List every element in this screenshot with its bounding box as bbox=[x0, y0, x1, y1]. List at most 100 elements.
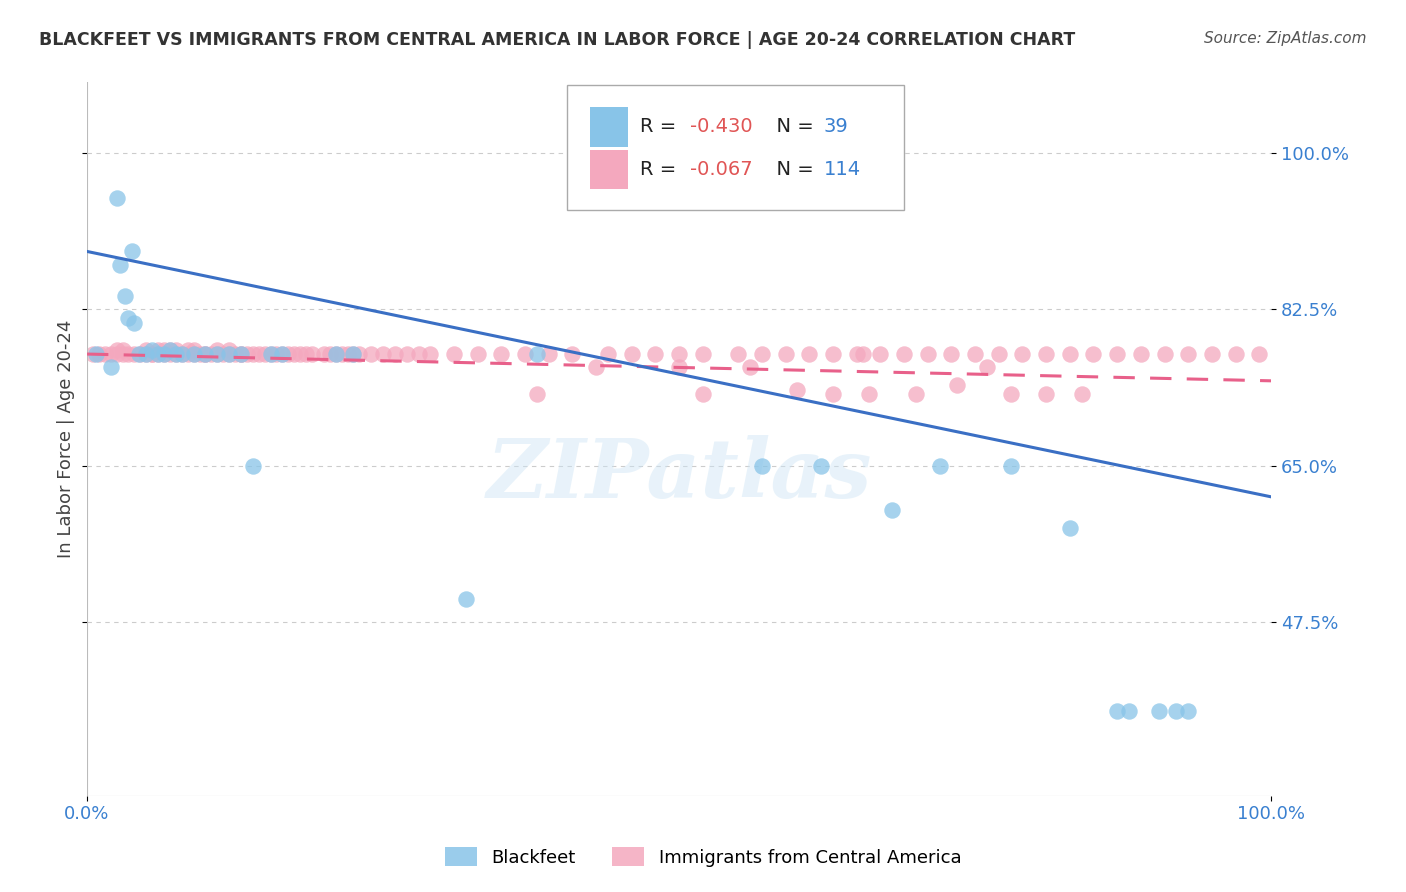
Point bbox=[165, 343, 187, 357]
Point bbox=[141, 347, 163, 361]
Point bbox=[1059, 347, 1081, 361]
Point bbox=[224, 347, 246, 361]
Point bbox=[121, 244, 143, 259]
Point bbox=[1147, 704, 1170, 718]
Text: ZIPatlas: ZIPatlas bbox=[486, 434, 872, 515]
Text: R =: R = bbox=[640, 118, 682, 136]
Point bbox=[111, 343, 134, 357]
Point bbox=[87, 347, 110, 361]
Point bbox=[1083, 347, 1105, 361]
Point bbox=[295, 347, 318, 361]
Point bbox=[668, 360, 690, 375]
Point bbox=[1249, 347, 1271, 361]
Point bbox=[336, 347, 359, 361]
Point bbox=[644, 347, 666, 361]
Point bbox=[129, 347, 152, 361]
Point bbox=[170, 347, 193, 361]
Point bbox=[153, 347, 176, 361]
FancyBboxPatch shape bbox=[567, 86, 904, 211]
Point bbox=[526, 347, 548, 361]
Text: N =: N = bbox=[765, 161, 820, 179]
Point bbox=[277, 347, 299, 361]
Point bbox=[858, 387, 880, 401]
Text: -0.067: -0.067 bbox=[690, 161, 752, 179]
Point bbox=[141, 347, 163, 361]
Point bbox=[810, 458, 832, 473]
Point bbox=[845, 347, 868, 361]
Point bbox=[218, 347, 240, 361]
Point bbox=[236, 347, 259, 361]
Point bbox=[692, 387, 714, 401]
Point bbox=[537, 347, 560, 361]
Point bbox=[596, 347, 619, 361]
Point bbox=[271, 347, 294, 361]
Point bbox=[1225, 347, 1247, 361]
Point bbox=[117, 311, 139, 326]
Point bbox=[1035, 347, 1057, 361]
Point bbox=[283, 347, 305, 361]
Point bbox=[82, 347, 104, 361]
Point bbox=[124, 347, 146, 361]
Point bbox=[349, 347, 371, 361]
Point bbox=[105, 347, 128, 361]
Point bbox=[928, 458, 950, 473]
Point bbox=[301, 347, 323, 361]
Point bbox=[176, 343, 198, 357]
Point bbox=[188, 347, 211, 361]
Point bbox=[153, 347, 176, 361]
FancyBboxPatch shape bbox=[591, 150, 628, 189]
Point bbox=[183, 347, 205, 361]
Point bbox=[242, 347, 264, 361]
Point bbox=[165, 347, 187, 361]
Point bbox=[882, 503, 904, 517]
Point bbox=[170, 347, 193, 361]
Point bbox=[266, 347, 288, 361]
Point bbox=[1107, 347, 1129, 361]
Point bbox=[1166, 704, 1188, 718]
Point bbox=[1118, 704, 1140, 718]
Point bbox=[371, 347, 394, 361]
Point bbox=[738, 360, 761, 375]
Point bbox=[325, 347, 347, 361]
Point bbox=[1000, 458, 1022, 473]
Point bbox=[917, 347, 939, 361]
Point bbox=[751, 347, 773, 361]
Text: R =: R = bbox=[640, 161, 682, 179]
Point bbox=[153, 343, 176, 357]
Point bbox=[229, 347, 252, 361]
Point bbox=[620, 347, 643, 361]
Point bbox=[94, 347, 117, 361]
Point bbox=[1059, 521, 1081, 535]
Point bbox=[692, 347, 714, 361]
FancyBboxPatch shape bbox=[591, 107, 628, 146]
Point bbox=[526, 387, 548, 401]
Point bbox=[114, 289, 136, 303]
Point bbox=[384, 347, 406, 361]
Point bbox=[165, 347, 187, 361]
Point bbox=[668, 347, 690, 361]
Point bbox=[330, 347, 353, 361]
Point bbox=[965, 347, 987, 361]
Point bbox=[288, 347, 311, 361]
Point bbox=[247, 347, 270, 361]
Point bbox=[108, 258, 131, 272]
Point bbox=[259, 347, 281, 361]
Point bbox=[135, 343, 157, 357]
Point bbox=[727, 347, 749, 361]
Point bbox=[408, 347, 430, 361]
Point bbox=[159, 347, 181, 361]
Point bbox=[467, 347, 489, 361]
Point bbox=[100, 347, 122, 361]
Text: BLACKFEET VS IMMIGRANTS FROM CENTRAL AMERICA IN LABOR FORCE | AGE 20-24 CORRELAT: BLACKFEET VS IMMIGRANTS FROM CENTRAL AME… bbox=[39, 31, 1076, 49]
Point bbox=[775, 347, 797, 361]
Point bbox=[218, 343, 240, 357]
Point bbox=[1011, 347, 1033, 361]
Point bbox=[821, 387, 844, 401]
Point bbox=[946, 378, 969, 392]
Legend: Blackfeet, Immigrants from Central America: Blackfeet, Immigrants from Central Ameri… bbox=[437, 840, 969, 874]
Point bbox=[135, 347, 157, 361]
Point bbox=[111, 347, 134, 361]
Y-axis label: In Labor Force | Age 20-24: In Labor Force | Age 20-24 bbox=[58, 319, 75, 558]
Point bbox=[259, 347, 281, 361]
Point bbox=[454, 592, 477, 607]
